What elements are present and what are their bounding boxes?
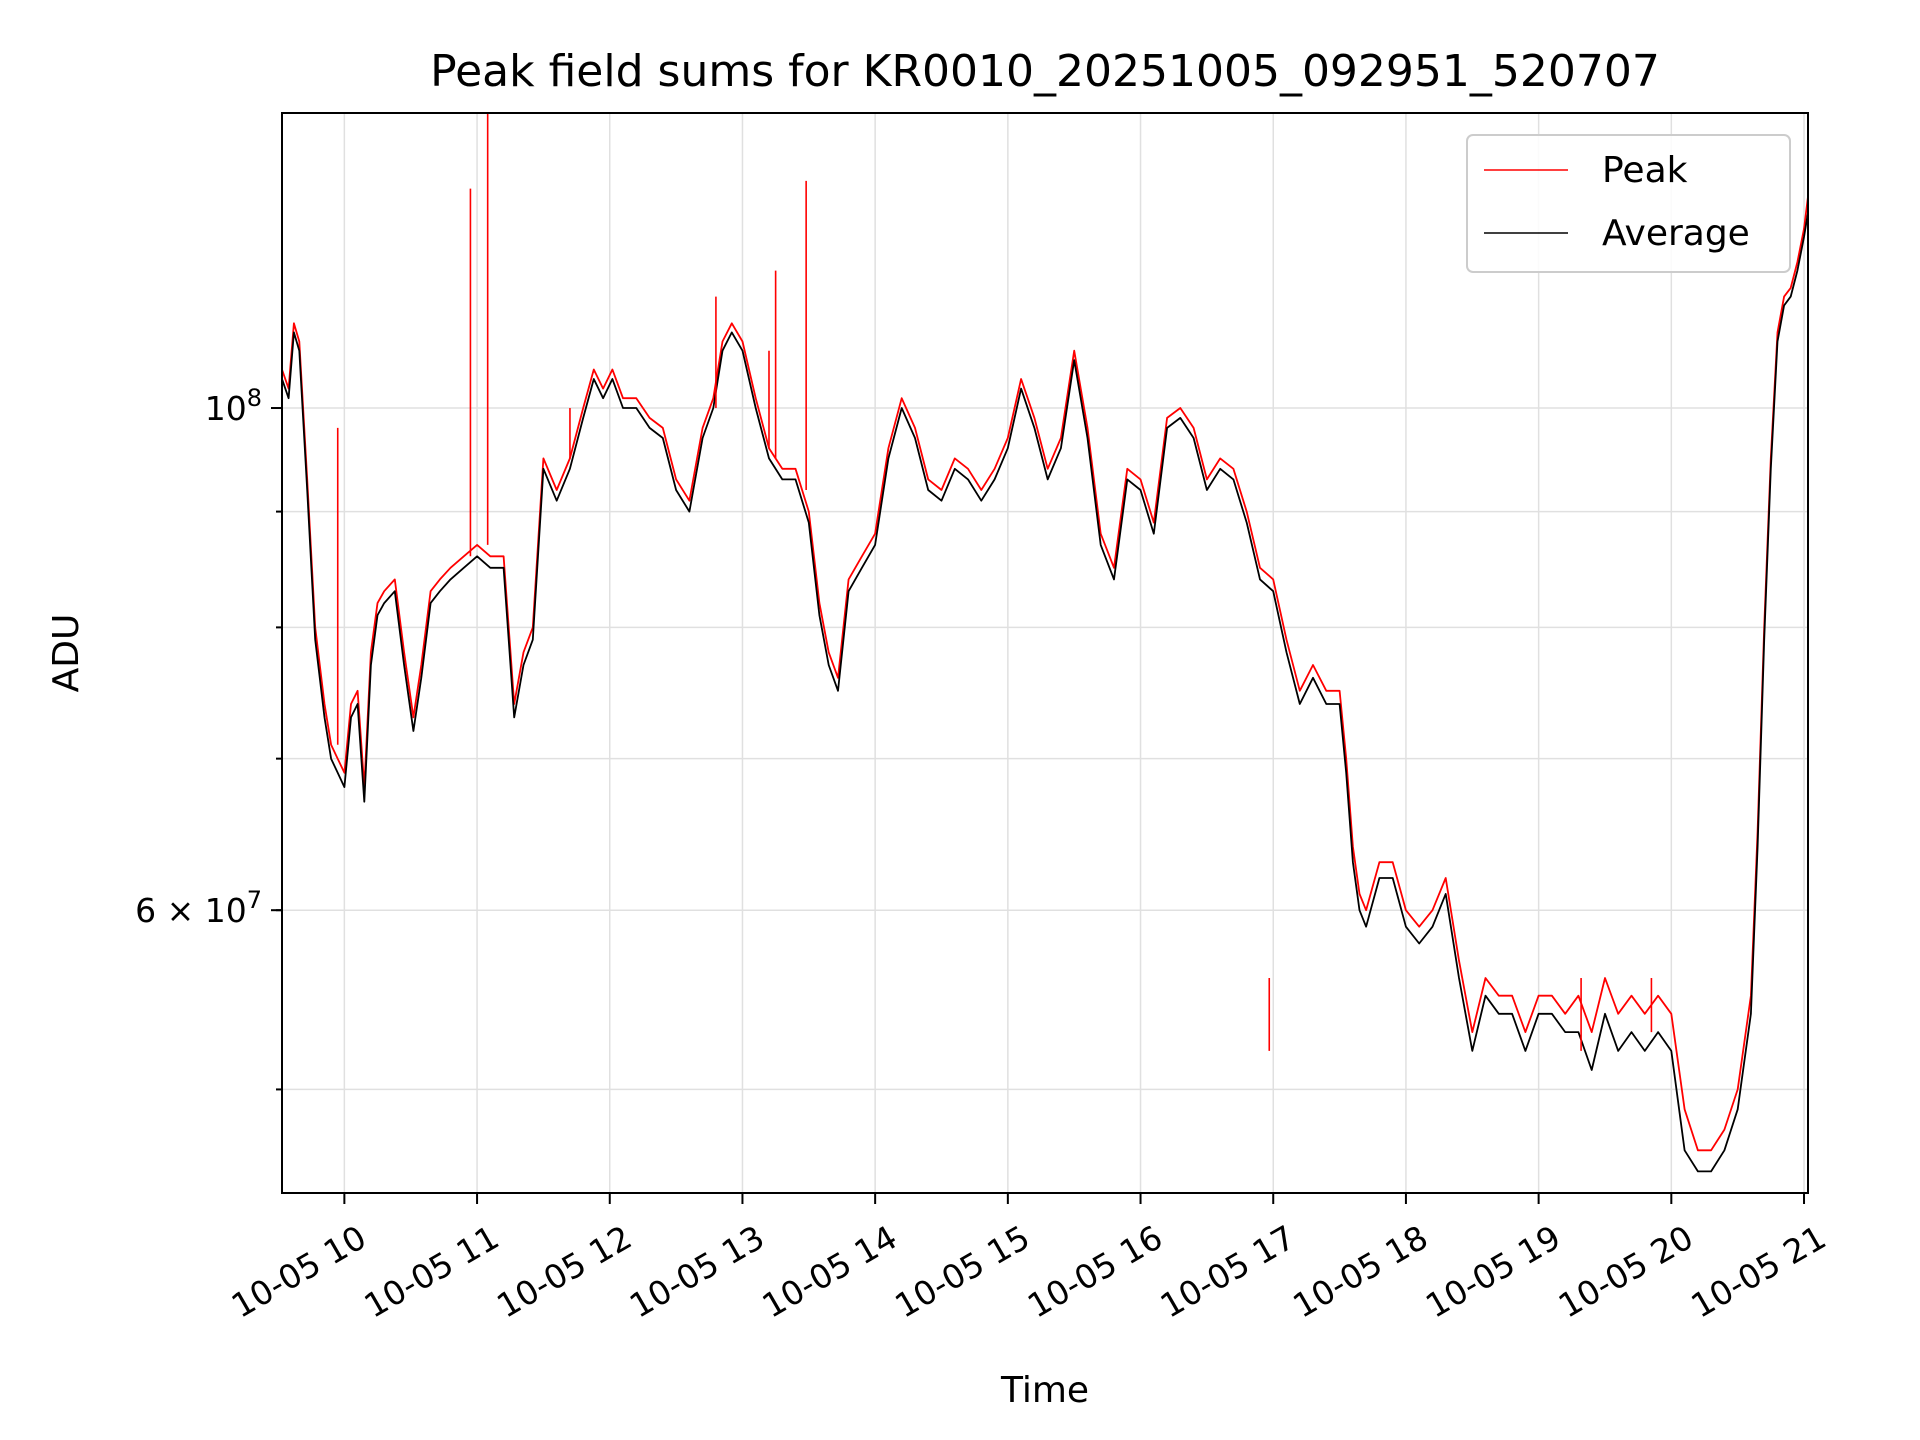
plot-area-frame xyxy=(281,112,1809,1194)
series-line-average xyxy=(282,212,1808,1173)
legend-label-peak: Peak xyxy=(1602,150,1688,191)
y-axis-label: ADU xyxy=(46,614,87,693)
legend: Peak Average xyxy=(1466,134,1791,273)
series-line-peak xyxy=(282,196,1808,1152)
y-tick-times: × xyxy=(156,891,205,930)
y-tick-base: 10 xyxy=(205,389,247,428)
y-tick-label: 108 xyxy=(205,384,262,428)
series-lines xyxy=(282,113,1808,1173)
legend-label-average: Average xyxy=(1602,213,1750,254)
x-axis-label: Time xyxy=(1000,1370,1089,1411)
y-tick-base: 10 xyxy=(205,891,247,930)
y-tick-mantissa: 6 xyxy=(135,891,156,930)
y-tick-label: 6 × 107 xyxy=(135,886,262,930)
y-tick-exponent: 8 xyxy=(247,384,262,412)
y-tick-exponent: 7 xyxy=(247,886,262,914)
chart-title: Peak field sums for KR0010_20251005_0929… xyxy=(430,46,1660,97)
